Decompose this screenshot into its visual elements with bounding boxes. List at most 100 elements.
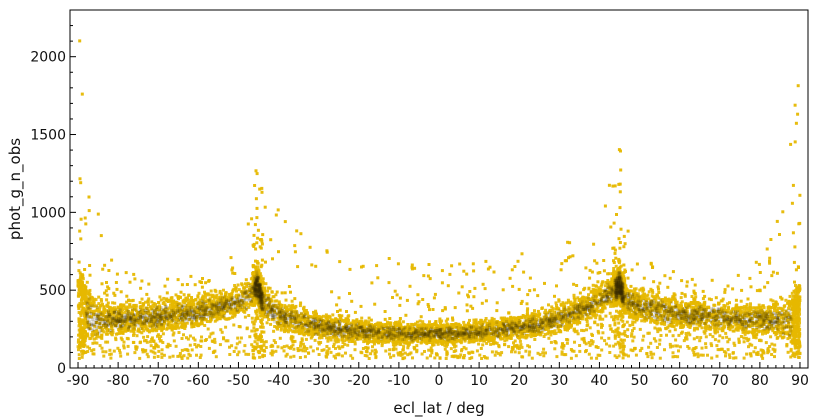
data-point	[769, 312, 773, 316]
data-point	[361, 264, 365, 268]
data-point	[368, 328, 372, 332]
data-point	[195, 353, 198, 357]
data-point	[119, 331, 123, 335]
data-point	[680, 300, 684, 304]
data-point	[140, 279, 144, 283]
data-point	[472, 295, 476, 299]
data-point	[613, 248, 617, 252]
data-point	[728, 301, 731, 305]
data-point	[740, 322, 744, 326]
data-point	[458, 332, 462, 336]
data-point	[645, 306, 649, 310]
data-point	[440, 319, 444, 323]
data-point	[142, 310, 146, 314]
data-point	[228, 353, 232, 356]
data-point	[180, 304, 184, 308]
data-point	[241, 300, 245, 304]
data-point	[788, 294, 792, 298]
data-point	[798, 312, 801, 316]
data-point	[283, 330, 286, 334]
data-point	[289, 346, 292, 350]
data-point	[116, 346, 120, 350]
data-point	[600, 325, 603, 329]
data-point	[717, 301, 721, 305]
data-point	[771, 299, 775, 303]
data-point	[223, 299, 227, 303]
data-point	[468, 357, 472, 360]
data-point	[555, 313, 558, 317]
data-point	[653, 321, 657, 324]
data-point	[492, 317, 496, 321]
data-point	[86, 310, 90, 314]
data-point	[360, 328, 364, 332]
data-point	[582, 329, 586, 333]
data-point	[740, 288, 744, 292]
data-point	[687, 331, 691, 335]
data-point	[343, 328, 347, 332]
data-point	[420, 352, 424, 356]
data-point	[591, 334, 594, 337]
data-point	[164, 315, 168, 319]
data-point	[617, 257, 621, 261]
data-point	[633, 290, 637, 294]
data-point	[608, 351, 612, 354]
data-point	[778, 334, 782, 338]
data-point	[283, 220, 287, 224]
data-point	[695, 335, 699, 339]
data-point	[541, 318, 545, 322]
data-point	[544, 351, 547, 355]
data-point	[797, 349, 801, 353]
data-point	[92, 348, 96, 352]
data-point	[642, 288, 646, 292]
data-point	[640, 346, 644, 350]
data-point	[628, 323, 632, 327]
data-point	[240, 282, 244, 286]
data-point	[680, 291, 684, 295]
data-point	[797, 315, 801, 319]
data-point	[649, 341, 653, 345]
data-point	[633, 320, 637, 324]
data-point	[490, 316, 494, 320]
data-point	[224, 291, 228, 295]
data-point	[700, 315, 704, 319]
data-point	[719, 299, 723, 303]
data-point	[602, 269, 606, 273]
data-point	[745, 352, 749, 356]
data-point	[144, 319, 148, 323]
data-point	[410, 322, 413, 326]
data-point	[517, 287, 521, 291]
data-point	[204, 318, 208, 322]
data-point	[649, 262, 653, 266]
data-point	[749, 320, 753, 324]
data-point	[86, 297, 90, 301]
data-point	[250, 343, 254, 347]
data-point	[768, 261, 772, 265]
data-point	[260, 322, 264, 326]
data-point	[238, 340, 242, 344]
data-point	[612, 259, 615, 263]
data-point	[709, 326, 713, 330]
data-point	[418, 336, 422, 340]
data-point	[517, 330, 521, 334]
data-point	[296, 347, 300, 350]
data-point	[191, 301, 195, 305]
data-point	[792, 318, 796, 321]
data-point	[357, 329, 361, 333]
data-point	[95, 329, 99, 333]
data-point	[272, 339, 276, 343]
data-point	[468, 290, 472, 293]
data-point	[289, 324, 293, 328]
data-point	[177, 326, 181, 330]
data-point	[254, 247, 258, 251]
data-point	[255, 241, 259, 245]
data-point	[367, 322, 371, 326]
data-point	[324, 313, 328, 317]
data-point	[133, 351, 137, 355]
data-point	[259, 334, 263, 338]
data-point	[330, 290, 334, 294]
data-point	[465, 309, 469, 313]
data-point	[640, 319, 644, 323]
data-point	[161, 302, 165, 305]
data-point	[205, 303, 209, 307]
data-point	[337, 326, 341, 330]
